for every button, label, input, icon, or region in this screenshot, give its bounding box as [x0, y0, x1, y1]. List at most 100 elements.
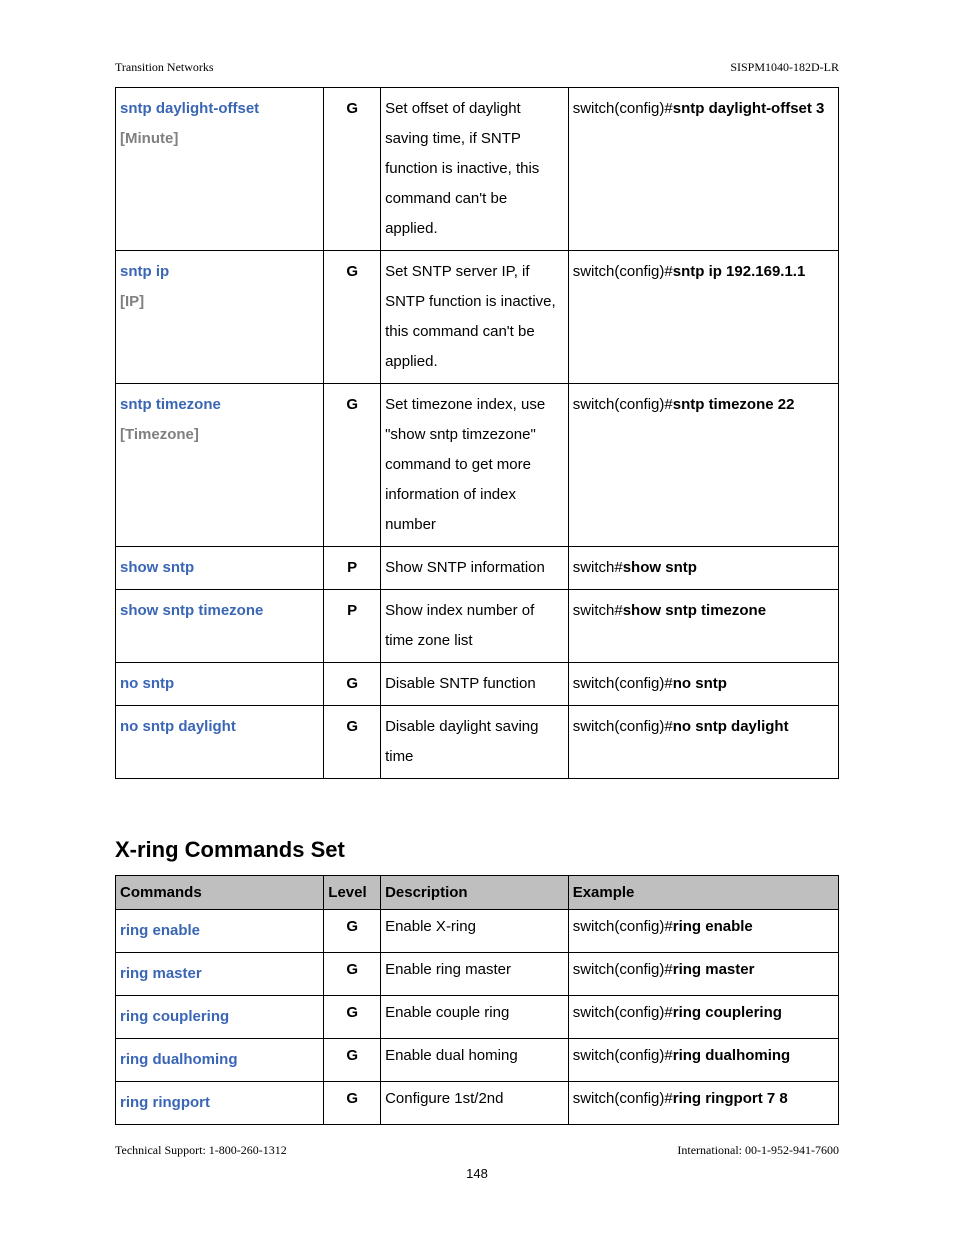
level-cell: G [324, 251, 381, 384]
page-number: 148 [115, 1166, 839, 1181]
footer-right: International: 00-1-952-941-7600 [677, 1143, 839, 1158]
table-row: show sntpPShow SNTP informationswitch#sh… [116, 547, 839, 590]
command-name: ring dualhoming [120, 1051, 238, 1068]
command-cell: ring master [116, 953, 324, 996]
description-cell: Show index number of time zone list [381, 590, 569, 663]
level-cell: G [324, 910, 381, 953]
level-cell: G [324, 953, 381, 996]
example-prefix: switch(config)# [573, 718, 673, 735]
command-cell: sntp timezone[Timezone] [116, 384, 324, 547]
col-header-commands: Commands [116, 876, 324, 910]
example-prefix: switch(config)# [573, 263, 673, 280]
command-cell: ring ringport [116, 1082, 324, 1125]
table-row: ring ringport GConfigure 1st/2ndswitch(co… [116, 1082, 839, 1125]
example-prefix: switch(config)# [573, 961, 673, 978]
table-row: ring enable GEnable X-ringswitch(config)#… [116, 910, 839, 953]
example-cell: switch(config)#ring dualhoming [568, 1039, 838, 1082]
example-cell: switch(config)#ring master [568, 953, 838, 996]
example-command: no sntp [673, 675, 727, 692]
example-cell: switch(config)#sntp ip 192.169.1.1 [568, 251, 838, 384]
command-name: ring ringport [120, 1094, 210, 1111]
example-command: show sntp [623, 559, 697, 576]
command-name: ring couplering [120, 1008, 229, 1025]
level-cell: G [324, 1039, 381, 1082]
command-name: sntp timezone [120, 390, 319, 420]
example-command: ring dualhoming [673, 1047, 791, 1064]
example-cell: switch(config)#sntp daylight-offset 3 [568, 88, 838, 251]
example-command: ring master [673, 961, 755, 978]
xring-table-head: Commands Level Description Example [116, 876, 839, 910]
description-cell: Set timezone index, use "show sntp timze… [381, 384, 569, 547]
command-name: ring master [120, 965, 202, 982]
command-param: [Timezone] [120, 420, 319, 450]
example-prefix: switch(config)# [573, 100, 673, 117]
command-cell: ring enable [116, 910, 324, 953]
command-name: sntp daylight-offset [120, 94, 319, 124]
command-name: ring enable [120, 922, 200, 939]
table-row: no sntpGDisable SNTP functionswitch(conf… [116, 663, 839, 706]
level-cell: G [324, 1082, 381, 1125]
level-cell: P [324, 547, 381, 590]
example-command: ring enable [673, 918, 753, 935]
command-param: [IP] [120, 287, 319, 317]
example-command: ring ringport 7 8 [673, 1090, 788, 1107]
example-command: ring couplering [673, 1004, 782, 1021]
page-footer: Technical Support: 1-800-260-1312 Intern… [115, 1143, 839, 1158]
page-header: Transition Networks SISPM1040-182D-LR [115, 60, 839, 75]
xring-commands-table: Commands Level Description Example ring … [115, 875, 839, 1125]
level-cell: G [324, 706, 381, 779]
description-cell: Set SNTP server IP, if SNTP function is … [381, 251, 569, 384]
table-row: ring coupleringGEnable couple ringswitch… [116, 996, 839, 1039]
example-prefix: switch(config)# [573, 1090, 673, 1107]
example-prefix: switch(config)# [573, 675, 673, 692]
sntp-table-body: sntp daylight-offset[Minute]GSet offset … [116, 88, 839, 779]
command-cell: sntp daylight-offset[Minute] [116, 88, 324, 251]
description-cell: Configure 1st/2nd [381, 1082, 569, 1125]
section-title: X-ring Commands Set [115, 837, 839, 863]
command-cell: show sntp timezone [116, 590, 324, 663]
header-left: Transition Networks [115, 60, 214, 75]
description-cell: Set offset of daylight saving time, if S… [381, 88, 569, 251]
level-cell: G [324, 996, 381, 1039]
example-command: sntp timezone 22 [673, 396, 795, 413]
command-cell: no sntp [116, 663, 324, 706]
table-row: ring dualhomingGEnable dual homingswitch… [116, 1039, 839, 1082]
table-row: show sntp timezonePShow index number of … [116, 590, 839, 663]
sntp-commands-table: sntp daylight-offset[Minute]GSet offset … [115, 87, 839, 779]
example-cell: switch(config)#ring enable [568, 910, 838, 953]
command-name: show sntp timezone [120, 596, 319, 626]
example-prefix: switch# [573, 602, 623, 619]
col-header-example: Example [568, 876, 838, 910]
example-prefix: switch(config)# [573, 396, 673, 413]
table-row: sntp daylight-offset[Minute]GSet offset … [116, 88, 839, 251]
example-command: show sntp timezone [623, 602, 766, 619]
command-name: no sntp [120, 669, 319, 699]
table-row: sntp timezone[Timezone]GSet timezone ind… [116, 384, 839, 547]
description-cell: Enable X-ring [381, 910, 569, 953]
command-name: no sntp daylight [120, 712, 319, 742]
command-name: show sntp [120, 553, 319, 583]
command-cell: ring dualhoming [116, 1039, 324, 1082]
command-cell: no sntp daylight [116, 706, 324, 779]
col-header-level: Level [324, 876, 381, 910]
example-cell: switch#show sntp timezone [568, 590, 838, 663]
example-cell: switch(config)#sntp timezone 22 [568, 384, 838, 547]
command-name: sntp ip [120, 257, 319, 287]
example-prefix: switch(config)# [573, 1004, 673, 1021]
description-cell: Disable daylight saving time [381, 706, 569, 779]
command-cell: show sntp [116, 547, 324, 590]
example-cell: switch(config)#ring ringport 7 8 [568, 1082, 838, 1125]
page-container: Transition Networks SISPM1040-182D-LR sn… [0, 0, 954, 1221]
command-cell: ring couplering [116, 996, 324, 1039]
example-prefix: switch(config)# [573, 1047, 673, 1064]
example-command: sntp ip 192.169.1.1 [673, 263, 806, 280]
xring-table-body: ring enableGEnable X-ringswitch(config)#… [116, 910, 839, 1125]
header-right: SISPM1040-182D-LR [730, 60, 839, 75]
level-cell: G [324, 384, 381, 547]
example-command: no sntp daylight [673, 718, 789, 735]
col-header-description: Description [381, 876, 569, 910]
description-cell: Show SNTP information [381, 547, 569, 590]
command-cell: sntp ip[IP] [116, 251, 324, 384]
table-row: ring masterGEnable ring masterswitch(con… [116, 953, 839, 996]
example-cell: switch(config)#no sntp [568, 663, 838, 706]
